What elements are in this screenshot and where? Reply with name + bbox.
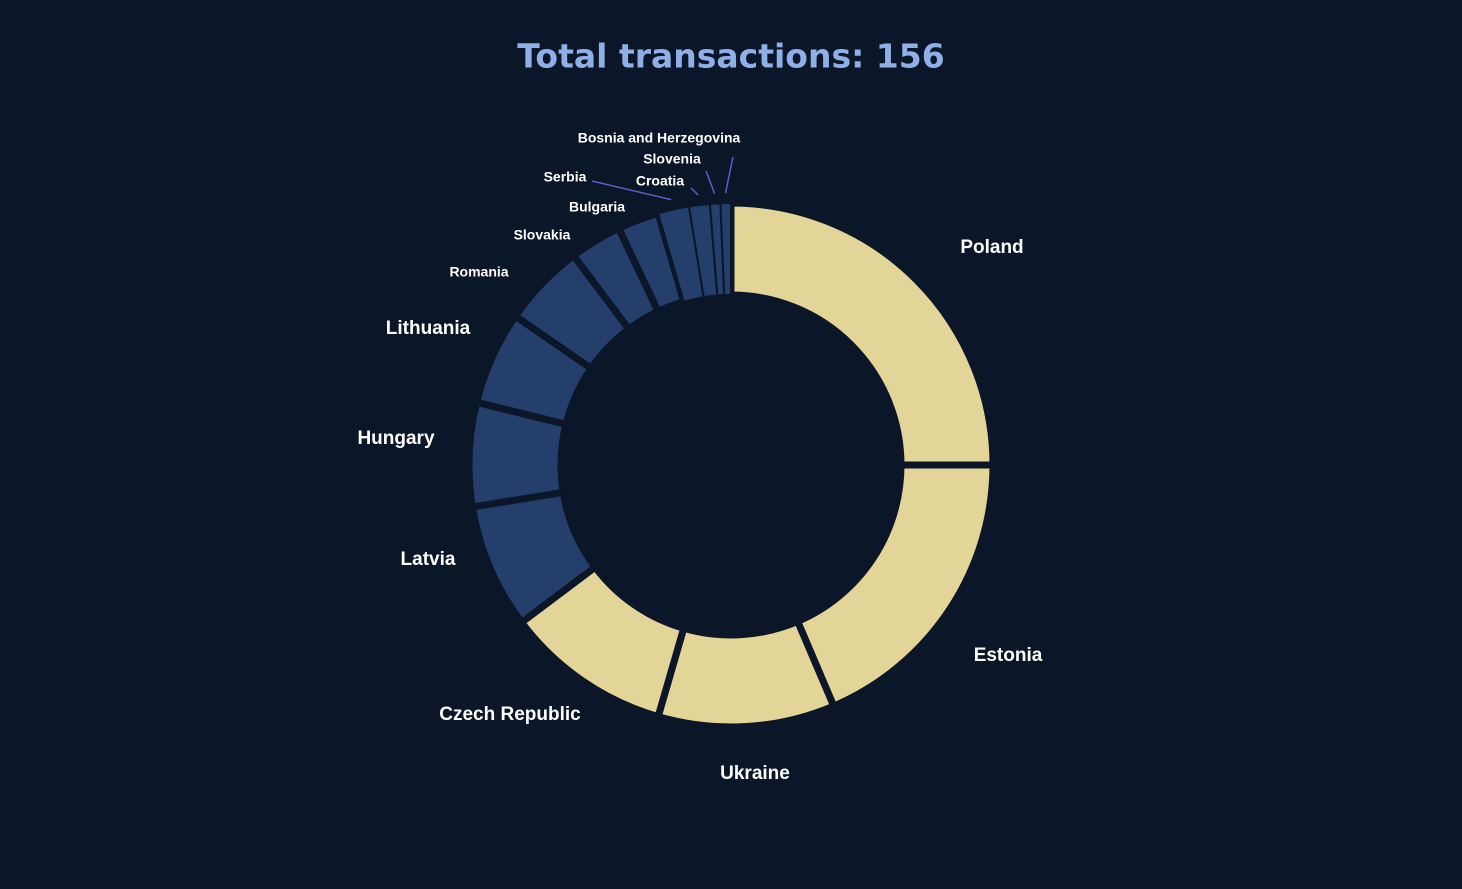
slice bbox=[719, 201, 732, 297]
slice-label: Serbia bbox=[544, 169, 587, 185]
slice-label: Slovenia bbox=[643, 151, 701, 167]
slice-label: Czech Republic bbox=[439, 704, 581, 725]
slice-label: Ukraine bbox=[720, 763, 790, 784]
slice-label: Hungary bbox=[357, 428, 435, 449]
slice-label: Croatia bbox=[636, 173, 684, 189]
slice-label: Poland bbox=[960, 237, 1023, 258]
slice bbox=[793, 461, 997, 711]
leader-line bbox=[591, 180, 672, 201]
slice-label: Estonia bbox=[974, 645, 1043, 666]
slice-label: Bulgaria bbox=[569, 199, 625, 215]
slice-label: Latvia bbox=[401, 549, 456, 570]
leader-line bbox=[724, 156, 734, 194]
slice-label: Slovakia bbox=[514, 227, 571, 243]
chart-title: Total transactions: 156 bbox=[517, 37, 944, 76]
leader-line bbox=[690, 187, 699, 196]
slice-label: Romania bbox=[449, 264, 508, 280]
slice bbox=[727, 199, 997, 469]
slice-label: Bosnia and Herzegovina bbox=[578, 130, 741, 146]
leader-line bbox=[705, 170, 716, 194]
slice-label: Lithuania bbox=[386, 318, 471, 339]
